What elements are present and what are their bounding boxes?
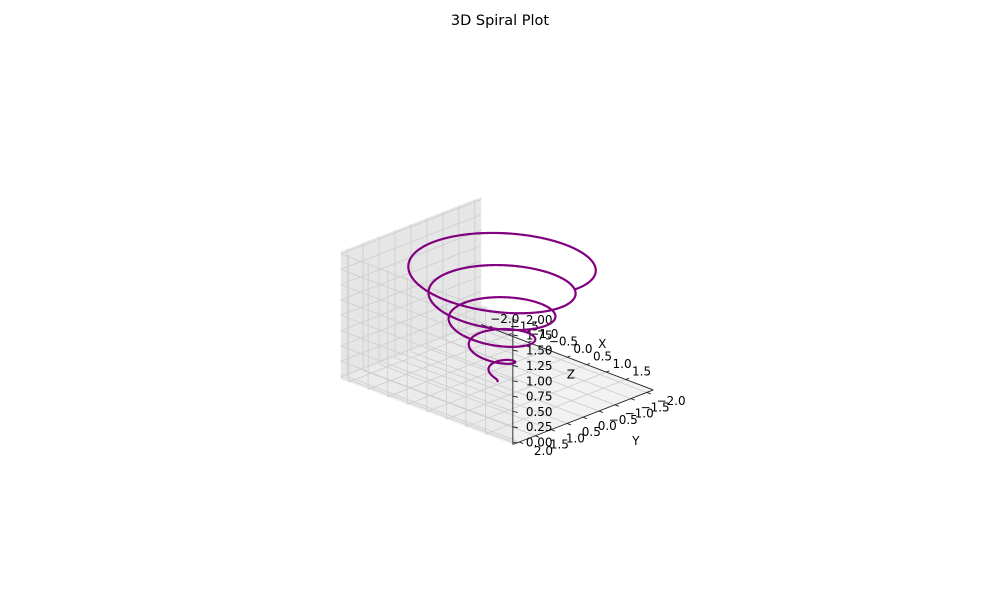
grid-z-back — [340, 360, 514, 428]
tick-marks — [488, 319, 651, 444]
y-tick — [598, 410, 604, 413]
z-tick-label: 1.75 — [526, 328, 553, 342]
grid-z-left — [340, 306, 482, 362]
z-tick — [512, 349, 518, 352]
grid-z-left — [340, 199, 482, 255]
x-tick-label: 0.5 — [593, 349, 612, 363]
y-tick-label: 2.0 — [534, 444, 553, 458]
y-tick-label: 1.0 — [566, 431, 585, 445]
grid-z-back — [340, 284, 514, 351]
y-tick — [550, 429, 556, 432]
spiral-series-line — [407, 231, 597, 384]
grid-z-back — [340, 330, 514, 397]
grid-y-floor — [394, 357, 568, 424]
y-tick — [519, 441, 524, 444]
z-tick — [512, 426, 518, 429]
x-tick-label: 1.0 — [613, 357, 632, 371]
y-tick-label: −1.0 — [625, 407, 654, 421]
x-tick — [606, 370, 610, 373]
y-tick-label: 1.5 — [550, 438, 569, 452]
grid-y-floor — [410, 351, 584, 418]
x-axis-label: X — [598, 337, 606, 351]
x-tick-label: 1.5 — [632, 364, 651, 378]
grid-y-floor — [347, 376, 520, 443]
z-tick — [512, 441, 518, 444]
z-tick-label: 1.50 — [526, 344, 553, 358]
grid-z-left — [340, 275, 482, 331]
y-tick — [630, 398, 635, 401]
z-tick-label: 0.25 — [526, 420, 553, 434]
z-tick — [512, 365, 518, 367]
grid-z-left — [340, 290, 482, 347]
grid-lines — [340, 199, 647, 443]
grid-z-left — [340, 244, 482, 301]
grid-z-left — [340, 214, 482, 270]
z-tick — [512, 410, 518, 413]
y-tick-label: −0.5 — [609, 413, 638, 427]
x-tick — [547, 348, 551, 351]
x-tick-label: −2.0 — [490, 312, 519, 326]
y-tick-label: 0.0 — [598, 419, 617, 433]
z-axis-label: Z — [567, 367, 575, 381]
x-tick-label: −1.0 — [529, 327, 558, 341]
y-tick — [566, 423, 572, 426]
y-tick-label: −2.0 — [656, 394, 685, 408]
x-tick-label: 0.0 — [573, 342, 592, 356]
grid-z-back — [340, 299, 514, 366]
grid-z-back — [340, 253, 514, 320]
z-tick-label: 0.50 — [526, 405, 553, 419]
x-tick — [527, 340, 532, 343]
y-axis-label: Y — [631, 434, 640, 448]
grid-y-floor — [474, 326, 647, 393]
grid-y-floor — [362, 369, 536, 437]
z-tick-label: 0.75 — [526, 390, 553, 404]
x-tick — [567, 355, 571, 358]
y-tick — [614, 404, 619, 407]
x-tick — [586, 362, 591, 366]
axis-labels: X Y Z — [567, 337, 640, 448]
grid-z-back — [340, 345, 514, 412]
z-tick-label: 1.25 — [526, 359, 553, 373]
grid-z-back — [340, 268, 514, 336]
z-tick — [512, 380, 518, 383]
tick-labels: −2.0−1.5−1.0−0.50.00.51.01.5−2.0−1.5−1.0… — [490, 312, 685, 458]
grid-z-back — [340, 314, 514, 382]
grid-y-floor — [378, 363, 552, 431]
z-tick — [512, 395, 518, 398]
z-tick-label: 2.00 — [526, 313, 553, 327]
chart-title: 3D Spiral Plot — [450, 13, 550, 29]
grid-z-back — [340, 376, 514, 443]
x-tick-label: −0.5 — [549, 335, 578, 349]
y-tick — [646, 392, 651, 395]
x-tick — [508, 333, 512, 336]
y-tick-label: −1.5 — [641, 400, 670, 414]
z-tick — [512, 334, 518, 337]
y-tick — [535, 435, 540, 438]
x-tick — [625, 377, 630, 380]
z-tick-label: 0.00 — [526, 436, 553, 450]
z-tick — [512, 319, 518, 322]
z-tick-label: 1.00 — [526, 374, 553, 388]
y-tick-label: 0.5 — [582, 425, 601, 439]
y-tick — [582, 416, 588, 420]
